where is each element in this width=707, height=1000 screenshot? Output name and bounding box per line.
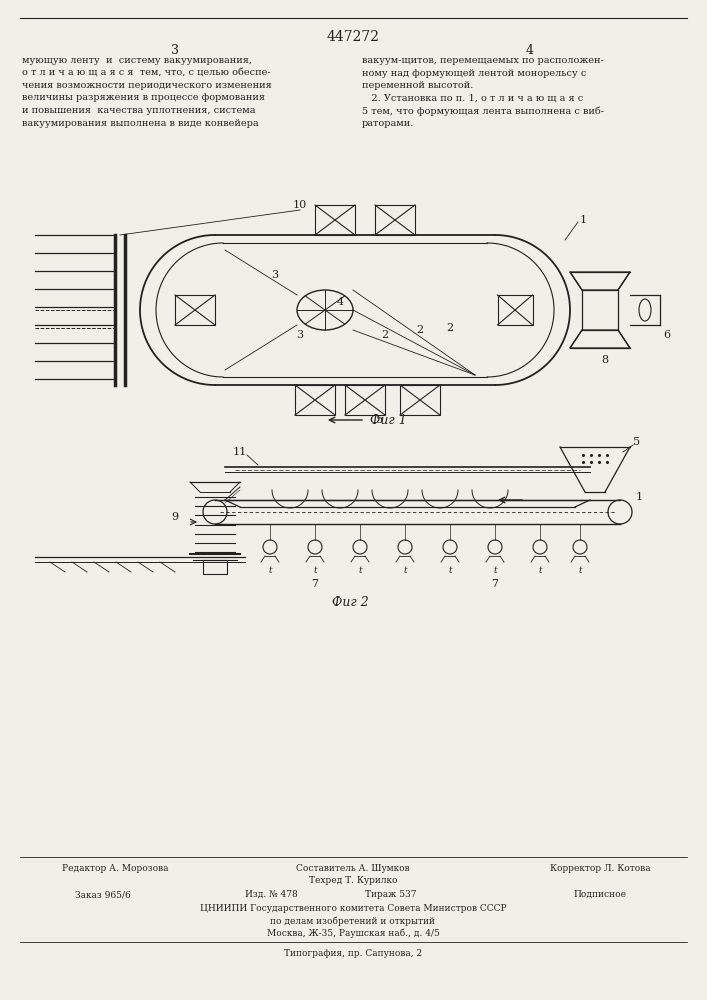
Text: Изд. № 478: Изд. № 478 [245,890,298,899]
Text: мующую ленту  и  систему вакуумирования,: мующую ленту и систему вакуумирования, [22,56,252,65]
Bar [175,295,215,325]
Text: чения возможности периодического изменения: чения возможности периодического изменен… [22,81,271,90]
Text: 3: 3 [171,44,179,57]
Bar [295,385,335,415]
Text: Заказ 965/6: Заказ 965/6 [75,890,131,899]
Text: по делам изобретений и открытий: по делам изобретений и открытий [271,916,436,926]
Text: t: t [358,566,362,575]
Text: Тираж 537: Тираж 537 [365,890,416,899]
Text: переменной высотой.: переменной высотой. [362,81,474,90]
Text: 1: 1 [580,215,587,225]
Text: раторами.: раторами. [362,118,414,127]
Text: 5 тем, что формующая лента выполнена с виб-: 5 тем, что формующая лента выполнена с в… [362,106,604,115]
Text: t: t [268,566,271,575]
Text: 6: 6 [663,330,670,340]
Text: 7: 7 [312,579,318,589]
Text: вакуумирования выполнена в виде конвейера: вакуумирования выполнена в виде конвейер… [22,118,259,127]
Text: t: t [578,566,582,575]
Text: 2: 2 [416,325,423,335]
Text: 2. Установка по п. 1, о т л и ч а ю щ а я с: 2. Установка по п. 1, о т л и ч а ю щ а … [362,94,583,103]
Text: величины разряжения в процессе формования: величины разряжения в процессе формовани… [22,94,265,103]
Text: t: t [493,566,497,575]
Text: 10: 10 [293,200,307,210]
Bar [315,205,355,235]
Text: 4: 4 [526,44,534,57]
Text: 7: 7 [491,579,498,589]
Bar [375,205,415,235]
Text: 5: 5 [376,415,384,425]
Text: и повышения  качества уплотнения, система: и повышения качества уплотнения, система [22,106,255,115]
Text: t: t [313,566,317,575]
Text: Составитель А. Шумков: Составитель А. Шумков [296,864,410,873]
Bar [345,385,385,415]
Text: 3: 3 [271,270,279,280]
Text: 2: 2 [446,323,454,333]
Text: ЦНИИПИ Государственного комитета Совета Министров СССР: ЦНИИПИ Государственного комитета Совета … [199,904,506,913]
Text: Редактор А. Морозова: Редактор А. Морозова [62,864,168,873]
Text: 3: 3 [296,330,303,340]
Text: 2: 2 [382,330,389,340]
Text: t: t [403,566,407,575]
Text: Фиг 1: Фиг 1 [370,414,407,426]
Text: 8: 8 [602,355,609,365]
Text: 4: 4 [337,297,344,307]
Text: Фиг 2: Фиг 2 [332,596,368,609]
Text: Типография, пр. Сапунова, 2: Типография, пр. Сапунова, 2 [284,949,422,958]
Text: Подписное: Подписное [573,890,626,899]
Text: 5: 5 [633,437,641,447]
Text: 11: 11 [233,447,247,457]
Text: Корректор Л. Котова: Корректор Л. Котова [549,864,650,873]
Text: t: t [448,566,452,575]
Text: Москва, Ж-35, Раушская наб., д. 4/5: Москва, Ж-35, Раушская наб., д. 4/5 [267,928,440,938]
Text: о т л и ч а ю щ а я с я  тем, что, с целью обеспе-: о т л и ч а ю щ а я с я тем, что, с цель… [22,68,271,78]
Text: t: t [538,566,542,575]
Text: 1: 1 [636,492,643,502]
Text: ному над формующей лентой монорельсу с: ному над формующей лентой монорельсу с [362,68,586,78]
Bar [400,385,440,415]
Text: 9: 9 [171,512,179,522]
Bar [498,295,532,325]
Text: 447272: 447272 [327,30,380,44]
Text: вакуум-щитов, перемещаемых по расположен-: вакуум-щитов, перемещаемых по расположен… [362,56,604,65]
Text: Техред Т. Курилко: Техред Т. Курилко [309,876,397,885]
